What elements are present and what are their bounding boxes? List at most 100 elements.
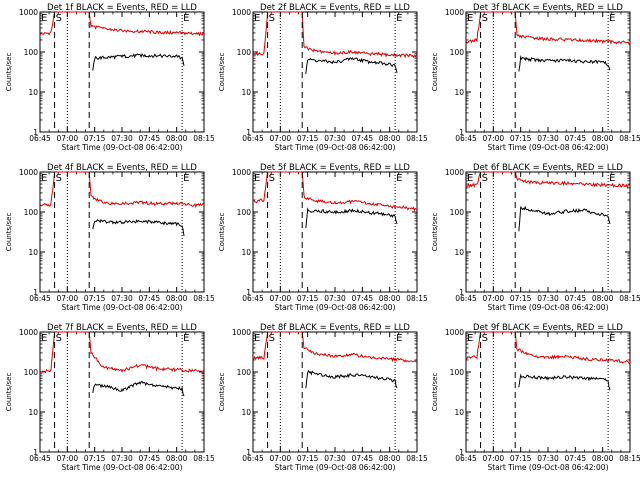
x-tick-label: 07:15 (297, 454, 319, 463)
panel-det-1: Det 1f BLACK = Events, RED = LLD 1 10 100 10… (5, 3, 215, 152)
plot-frame (252, 171, 418, 293)
x-tick-label: 07:30 (537, 134, 559, 143)
marker-label: E (41, 13, 47, 24)
x-tick-label: 06:45 (455, 294, 477, 303)
x-tick-label: 06:45 (242, 294, 264, 303)
x-tick-label: 07:30 (324, 134, 346, 143)
marker-label: E (396, 13, 402, 24)
series-line-events (92, 218, 185, 237)
y-tick-label: 10 (241, 88, 251, 97)
panel-det-3: Det 3f BLACK = Events, RED = LLD 1 10 100 10… (431, 3, 640, 152)
panel-title: Det 1f BLACK = Events, RED = LLD (47, 3, 197, 13)
y-tick-label: 10 (241, 408, 251, 417)
x-tick-label: 08:00 (592, 454, 614, 463)
x-tick-label: 07:45 (139, 134, 161, 143)
y-tick-label: 10 (454, 88, 464, 97)
x-tick-label: 07:30 (537, 454, 559, 463)
x-tick-label: 07:45 (352, 454, 374, 463)
x-tick-label: 08:15 (406, 294, 428, 303)
plot-frame (252, 11, 418, 133)
marker-label: S (482, 13, 488, 24)
panel-title: Det 4f BLACK = Events, RED = LLD (47, 163, 197, 173)
x-tick-label: 08:00 (166, 454, 188, 463)
panel-det-5: Det 5f BLACK = Events, RED = LLD 1 10 100 10… (218, 163, 428, 312)
y-tick-label: 100 (450, 368, 465, 377)
x-tick-label: 07:30 (111, 134, 133, 143)
marker-label: E (467, 333, 473, 344)
y-axis-label: Counts/sec (218, 373, 226, 412)
x-tick-label: 08:00 (166, 294, 188, 303)
x-tick-label: 07:45 (565, 294, 587, 303)
x-tick-label: 07:45 (352, 134, 374, 143)
x-tick-label: 06:45 (29, 294, 51, 303)
x-tick-label: 07:15 (84, 134, 106, 143)
marker-label: E (609, 173, 615, 184)
series-line-events (518, 55, 611, 72)
marker-label: E (609, 13, 615, 24)
y-tick-label: 10 (28, 248, 38, 257)
x-tick-label: 08:00 (166, 134, 188, 143)
x-tick-label: 07:15 (297, 294, 319, 303)
marker-label: S (269, 13, 275, 24)
plot-frame (39, 171, 205, 293)
marker-label: E (183, 333, 189, 344)
y-tick-label: 1000 (232, 8, 251, 17)
x-tick-label: 07:30 (324, 454, 346, 463)
y-axis-label: Counts/sec (218, 213, 226, 252)
y-axis-label: Counts/sec (5, 373, 13, 412)
y-tick-label: 1 (246, 288, 251, 297)
x-tick-label: 07:30 (111, 454, 133, 463)
y-axis-label: Counts/sec (5, 53, 13, 92)
marker-label: E (609, 333, 615, 344)
panel-title: Det 7f BLACK = Events, RED = LLD (47, 323, 197, 333)
y-axis-label: Counts/sec (218, 53, 226, 92)
y-tick-label: 1000 (19, 168, 38, 177)
x-tick-label: 06:45 (455, 454, 477, 463)
x-tick-label: 07:30 (537, 294, 559, 303)
x-tick-label: 07:00 (57, 454, 79, 463)
y-tick-label: 100 (450, 48, 465, 57)
x-tick-label: 08:00 (592, 134, 614, 143)
x-tick-label: 07:00 (270, 294, 292, 303)
series-line-lld (39, 171, 205, 208)
marker-label: E (41, 173, 47, 184)
marker-label: E (396, 173, 402, 184)
series-line-events (92, 53, 185, 71)
panel-title: Det 2f BLACK = Events, RED = LLD (260, 3, 410, 13)
y-axis-label: Counts/sec (431, 213, 439, 252)
marker-label: S (56, 333, 62, 344)
y-tick-label: 10 (454, 248, 464, 257)
panel-title: Det 9f BLACK = Events, RED = LLD (473, 323, 623, 333)
series-line-events (305, 207, 398, 228)
panel-det-9: Det 9f BLACK = Events, RED = LLD 1 10 100 10… (431, 323, 640, 472)
x-tick-label: 08:15 (619, 454, 640, 463)
marker-label: E (41, 333, 47, 344)
x-tick-label: 07:00 (57, 134, 79, 143)
series-line-events (92, 380, 185, 397)
panel-det-4: Det 4f BLACK = Events, RED = LLD 1 10 100 10… (5, 163, 215, 312)
panel-title: Det 5f BLACK = Events, RED = LLD (260, 163, 410, 173)
x-tick-label: 07:45 (565, 134, 587, 143)
series-line-events (305, 57, 398, 74)
y-axis-label: Counts/sec (431, 53, 439, 92)
series-line-events (518, 373, 611, 391)
x-tick-label: 06:45 (29, 454, 51, 463)
y-tick-label: 1000 (445, 328, 464, 337)
x-axis-label: Start Time (09-Oct-08 06:42:00) (487, 303, 608, 312)
plot-frame (39, 331, 205, 453)
y-tick-label: 1 (459, 448, 464, 457)
y-tick-label: 1 (246, 448, 251, 457)
y-tick-label: 10 (454, 408, 464, 417)
y-tick-label: 1000 (445, 168, 464, 177)
series-line-lld (252, 171, 418, 212)
x-tick-label: 07:30 (324, 294, 346, 303)
x-tick-label: 07:45 (565, 454, 587, 463)
panel-det-2: Det 2f BLACK = Events, RED = LLD 1 10 100 10… (218, 3, 428, 152)
x-axis-label: Start Time (09-Oct-08 06:42:00) (487, 143, 608, 152)
x-axis-label: Start Time (09-Oct-08 06:42:00) (274, 303, 395, 312)
marker-label: E (467, 173, 473, 184)
x-tick-label: 08:15 (619, 134, 640, 143)
y-tick-label: 1000 (232, 168, 251, 177)
x-tick-label: 07:45 (139, 294, 161, 303)
